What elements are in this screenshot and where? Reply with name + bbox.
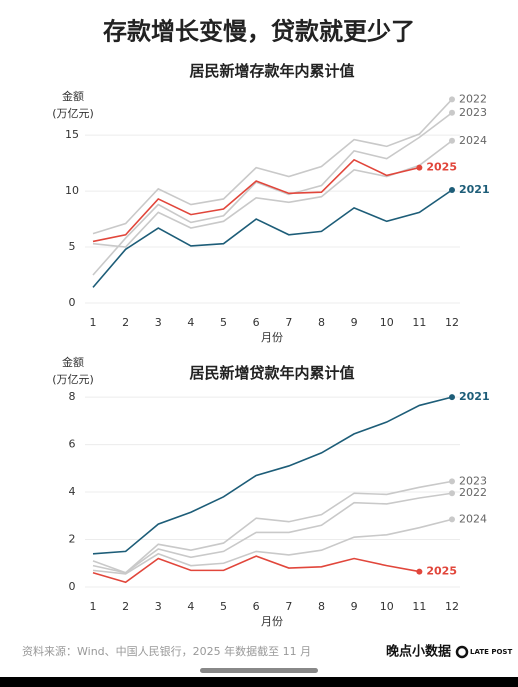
series-line: [92, 555, 420, 584]
bottom-bar: [0, 677, 518, 687]
x-tick-label: 7: [285, 316, 292, 329]
series-label: 2024: [459, 134, 487, 147]
home-indicator: [200, 668, 318, 673]
x-tick-label: 12: [445, 316, 459, 329]
end-dot: [416, 568, 423, 575]
series-line: [92, 140, 453, 248]
end-dot: [449, 394, 455, 401]
end-dot: [449, 96, 455, 103]
series-line: [92, 158, 420, 243]
y-tick-label: 15: [65, 128, 79, 141]
brand-logo: LATE POST: [470, 648, 512, 656]
y-tick-label: 0: [69, 296, 76, 309]
x-tick-label: 5: [220, 316, 227, 329]
series-label: 2025: [426, 161, 457, 174]
series-label: 2024: [459, 512, 487, 525]
y-tick-label: 4: [69, 485, 76, 498]
x-tick-label: 6: [253, 600, 260, 613]
x-tick-label: 6: [253, 316, 260, 329]
series-line: [92, 396, 453, 555]
y-tick-label: 2: [69, 533, 76, 546]
chart-title: 居民新增贷款年内累计值: [189, 364, 354, 382]
y-tick-label: 6: [69, 438, 76, 451]
x-axis-label: 月份: [261, 331, 283, 344]
x-tick-label: 11: [412, 600, 426, 613]
y-axis-unit: (万亿元): [52, 373, 94, 386]
x-tick-label: 8: [318, 316, 325, 329]
chart-title: 居民新增存款年内累计值: [189, 62, 354, 80]
x-tick-label: 8: [318, 600, 325, 613]
series-line: [92, 518, 453, 575]
series-line: [92, 112, 453, 276]
end-dot: [449, 137, 455, 144]
x-tick-label: 2: [122, 316, 129, 329]
source: 资料来源：Wind、中国人民银行，2025 年数据截至 11 月: [22, 644, 311, 658]
page-title: 存款增长变慢，贷款就更少了: [103, 17, 415, 46]
x-tick-label: 10: [380, 316, 394, 329]
y-tick-label: 8: [69, 390, 76, 403]
series-label: 2021: [459, 183, 490, 196]
y-axis-label: 金额: [62, 355, 84, 369]
series-label: 2025: [426, 565, 457, 578]
series-label: 2022: [459, 92, 487, 105]
series-line: [92, 98, 453, 235]
y-axis-unit: (万亿元): [52, 107, 94, 120]
x-axis-label: 月份: [261, 615, 283, 628]
x-tick-label: 7: [285, 600, 292, 613]
end-dot: [449, 478, 455, 485]
series-line: [92, 480, 453, 574]
x-tick-label: 2: [122, 600, 129, 613]
end-dot: [449, 516, 455, 523]
x-tick-label: 11: [412, 316, 426, 329]
y-tick-label: 10: [65, 184, 79, 197]
series-line: [92, 492, 453, 574]
y-axis-label: 金额: [62, 89, 84, 103]
series-label: 2021: [459, 390, 490, 403]
x-tick-label: 3: [155, 600, 162, 613]
y-tick-label: 5: [69, 240, 76, 253]
brand-icon: [455, 645, 469, 659]
x-tick-label: 9: [351, 316, 358, 329]
brand: 晚点小数据: [386, 644, 451, 660]
series-label: 2023: [459, 474, 487, 487]
end-dot: [449, 490, 455, 497]
y-tick-label: 0: [69, 580, 76, 593]
end-dot: [449, 186, 455, 193]
x-tick-label: 9: [351, 600, 358, 613]
x-tick-label: 1: [90, 600, 97, 613]
series-label: 2023: [459, 106, 487, 119]
end-dot: [449, 109, 455, 116]
x-tick-label: 4: [187, 600, 194, 613]
series-line: [92, 189, 453, 288]
x-tick-label: 1: [90, 316, 97, 329]
x-tick-label: 4: [187, 316, 194, 329]
x-tick-label: 3: [155, 316, 162, 329]
series-label: 2022: [459, 486, 487, 499]
x-tick-label: 10: [380, 600, 394, 613]
end-dot: [416, 164, 423, 171]
x-tick-label: 12: [445, 600, 459, 613]
x-tick-label: 5: [220, 600, 227, 613]
